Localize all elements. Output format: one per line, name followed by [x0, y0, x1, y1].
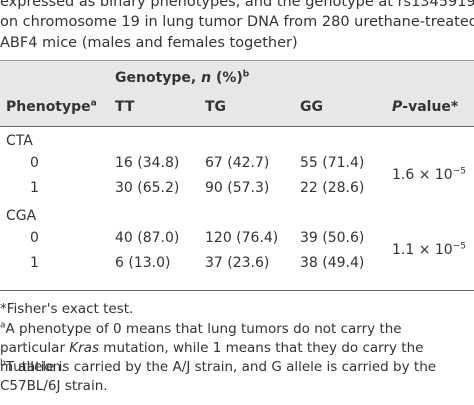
header-pvalue: P-value* [392, 99, 459, 115]
phenotype-cell: 1 [30, 180, 39, 196]
genotype-cell: 38 (49.4) [300, 255, 365, 271]
footnote: *Fisher's exact test. [0, 301, 134, 317]
header-column: TT [115, 99, 135, 115]
phenotype-cell: 0 [30, 230, 39, 246]
footnote: bT allele is carried by the A/J strain, … [0, 358, 437, 394]
phenotype-cell: 0 [30, 155, 39, 171]
pvalue-cell: 1.6 × 10−5 [392, 166, 466, 183]
table-rule [0, 290, 474, 291]
header-column: GG [300, 99, 323, 115]
genotype-cell: 55 (71.4) [300, 155, 365, 171]
footnote: aA phenotype of 0 means that lung tumors… [0, 320, 424, 375]
pvalue-cell: 1.1 × 10−5 [392, 241, 466, 258]
group-label: CTA [6, 133, 33, 149]
genotype-cell: 120 (76.4) [205, 230, 279, 246]
genotype-cell: 22 (28.6) [300, 180, 365, 196]
genotype-cell: 40 (87.0) [115, 230, 180, 246]
genotype-cell: 30 (65.2) [115, 180, 180, 196]
header-genotype: Genotype, n (%)b [115, 69, 250, 86]
caption-line: on chromosome 19 in lung tumor DNA from … [0, 14, 474, 30]
caption-line: ABF4 mice (males and females together) [0, 35, 298, 51]
header-phenotype: Phenotypea [6, 98, 97, 115]
genotype-cell: 37 (23.6) [205, 255, 270, 271]
header-column: TG [205, 99, 227, 115]
caption-line: expressed as binary phenotypes, and the … [0, 0, 474, 10]
group-label: CGA [6, 208, 37, 224]
genotype-cell: 16 (34.8) [115, 155, 180, 171]
phenotype-cell: 1 [30, 255, 39, 271]
genotype-cell: 67 (42.7) [205, 155, 270, 171]
genotype-cell: 39 (50.6) [300, 230, 365, 246]
genotype-cell: 6 (13.0) [115, 255, 171, 271]
genotype-cell: 90 (57.3) [205, 180, 270, 196]
table-header-background [0, 60, 474, 127]
